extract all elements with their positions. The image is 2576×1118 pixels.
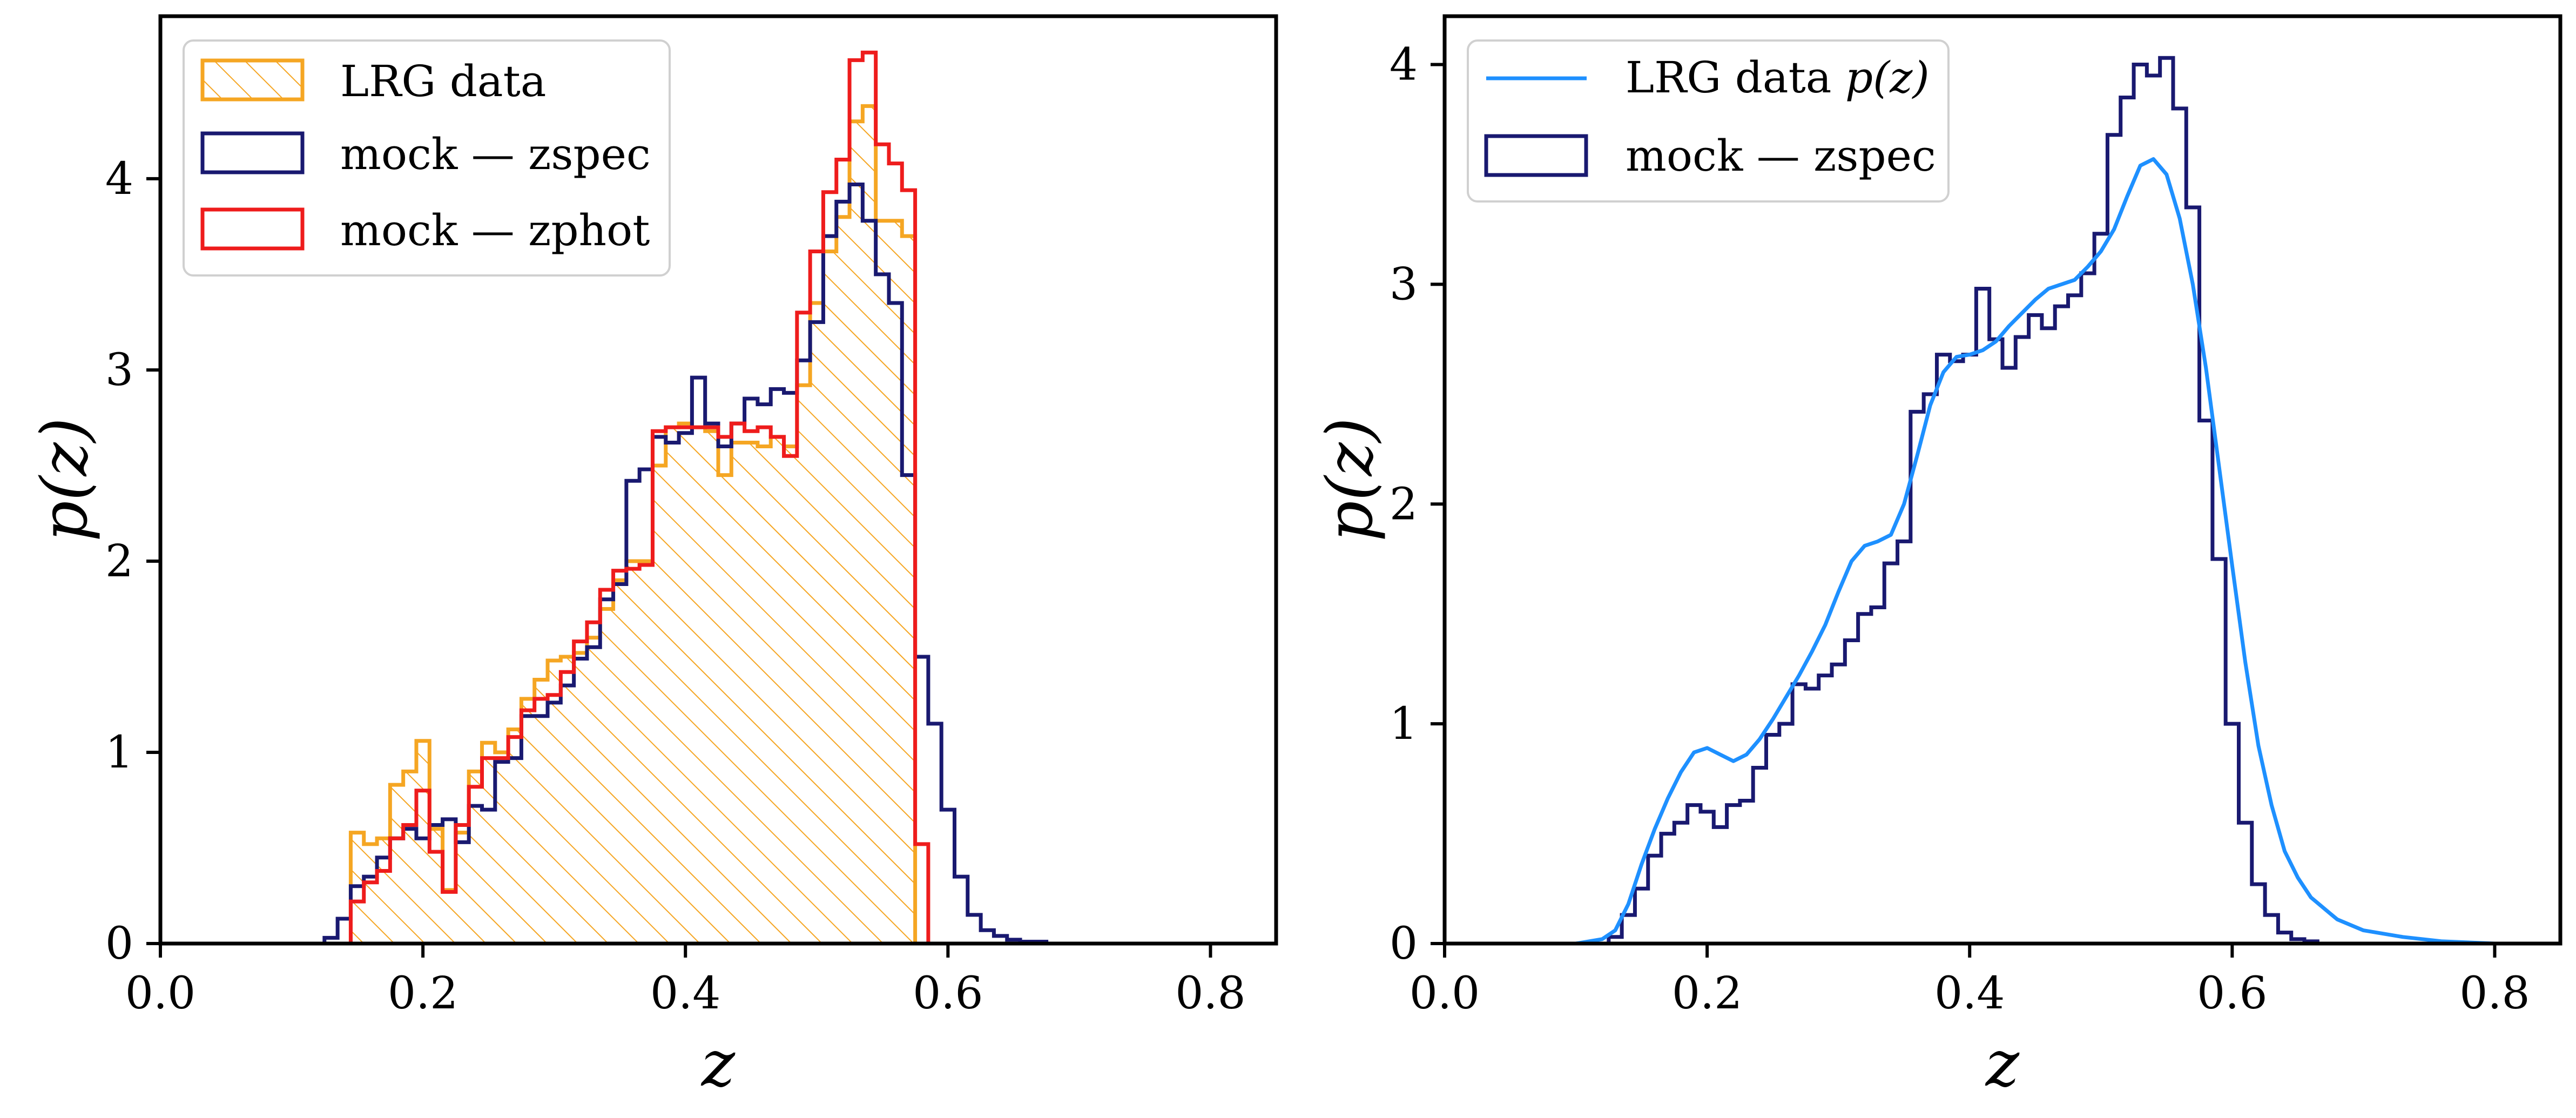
legend-label-mock-zspec: mock — zspec [340, 129, 651, 179]
right-plot-marks [1445, 56, 2560, 946]
left-x-tick-label: 0.4 [650, 968, 720, 1019]
left-x-tick-label: 0.8 [1175, 968, 1245, 1019]
left-x-tick-label: 0.6 [913, 968, 983, 1019]
left-panel: 0.0 0.2 0.4 0.6 0.8 0 1 2 3 4 z p(z) LRG data moc… [27, 14, 1278, 1101]
right-series-lrg-data-p-z [1445, 157, 2560, 946]
right-y-tick-label: 0 [1390, 918, 1418, 969]
legend-label-mock-zphot: mock — zphot [340, 205, 650, 255]
legend-swatch-mock-zspec [200, 131, 305, 174]
right-x-tick-label: 0.2 [1672, 968, 1742, 1019]
legend-label-lrg-data-pz: LRG data p(z) [1626, 52, 1930, 103]
left-plot-frame [158, 14, 1278, 946]
left-x-tick-label: 0.2 [388, 968, 458, 1019]
left-y-tick-label: 1 [105, 727, 133, 778]
right-plot-frame [1442, 14, 2562, 946]
legend-swatch-lrg-data [200, 58, 305, 102]
right-axis-ticks: 0.0 0.2 0.4 0.6 0.8 0 1 2 3 4 [1390, 39, 2530, 1019]
left-axis-ticks: 0.0 0.2 0.4 0.6 0.8 0 1 2 3 4 [105, 153, 1246, 1019]
right-legend: LRG data p(z) mock — zspec [1467, 39, 1950, 203]
right-y-axis-label: p(z) [1312, 417, 1387, 542]
left-x-axis-label: z [700, 1026, 736, 1101]
legend-swatch-mock-zphot [200, 207, 305, 251]
left-legend-box [183, 39, 671, 277]
left-series-mock-zphot [324, 50, 1086, 946]
left-y-tick-label: 2 [105, 536, 133, 587]
left-legend: LRG data mock — zspec mock — zphot [183, 39, 671, 277]
right-x-tick-label: 0.4 [1934, 968, 2005, 1019]
right-x-tick-label: 0.8 [2459, 968, 2530, 1019]
legend-label-lrg-data-pz-text: LRG data [1626, 52, 1845, 103]
legend-label-mock-zspec-right: mock — zspec [1626, 131, 1936, 181]
right-series-mock-zspec [1607, 56, 2370, 946]
right-y-tick-label: 2 [1390, 479, 1418, 530]
left-y-axis-label: p(z) [27, 417, 102, 542]
right-y-tick-label: 3 [1390, 259, 1418, 310]
left-x-tick-label: 0.0 [125, 968, 195, 1019]
left-plot-marks [322, 50, 1086, 946]
left-y-tick-label: 4 [105, 153, 133, 205]
right-y-tick-label: 1 [1390, 698, 1418, 750]
right-panel: 0.0 0.2 0.4 0.6 0.8 0 1 2 3 4 z p(z) LRG data p(z… [1312, 14, 2562, 1101]
right-x-tick-label: 0.0 [1410, 968, 1480, 1019]
right-x-tick-label: 0.6 [2197, 968, 2267, 1019]
left-series-mock-zspec [322, 183, 1086, 946]
legend-label-lrg-data: LRG data [340, 56, 546, 106]
legend-label-lrg-data-pz-math: p(z) [1845, 52, 1930, 103]
right-y-tick-label: 4 [1390, 39, 1418, 91]
right-x-axis-label: z [1985, 1026, 2020, 1101]
legend-swatch-mock-zspec-right [1484, 134, 1588, 177]
left-y-tick-label: 3 [105, 345, 133, 396]
left-series-lrg-data-fill [324, 106, 1086, 944]
left-y-tick-label: 0 [105, 918, 133, 969]
